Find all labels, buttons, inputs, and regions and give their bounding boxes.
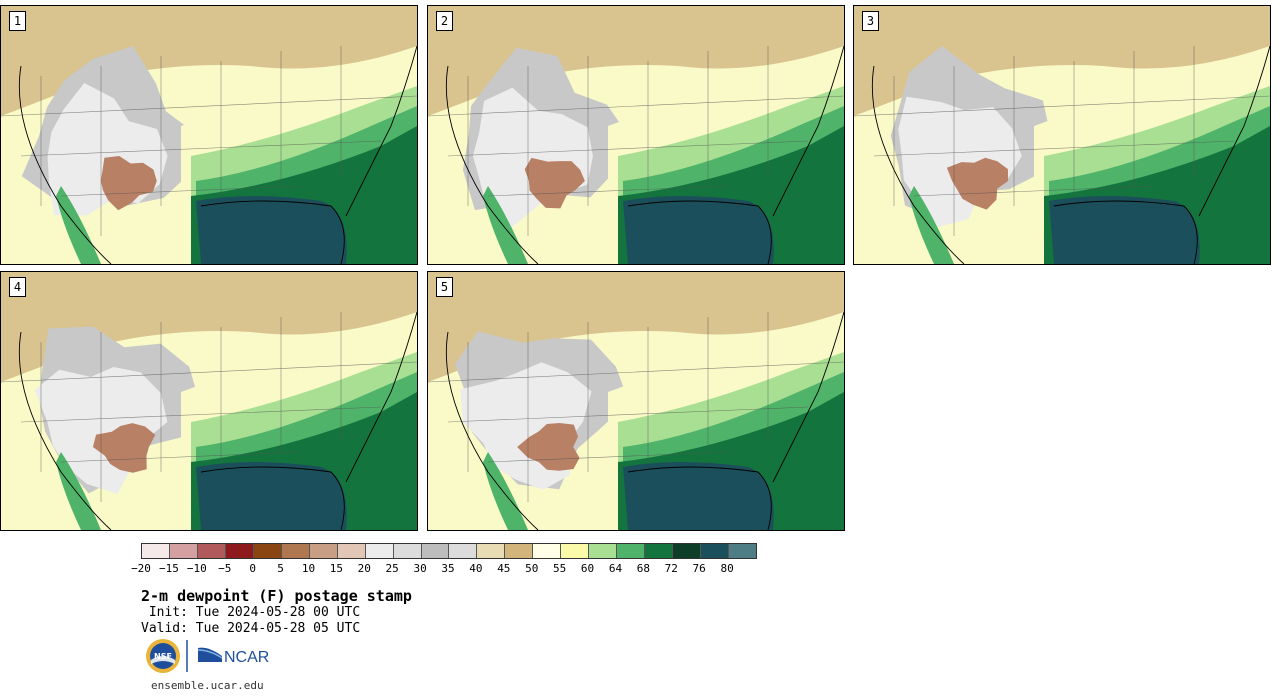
site-url: ensemble.ucar.edu — [151, 679, 264, 692]
colorbar-tick: 30 — [413, 562, 427, 575]
colorbar-swatch — [477, 544, 506, 558]
colorbar-swatch — [701, 544, 730, 558]
colorbar-swatch — [673, 544, 702, 558]
ncar-logo-icon: NCAR — [197, 647, 269, 666]
ncar-logo-text: NCAR — [224, 649, 269, 666]
colorbar-swatch — [729, 544, 756, 558]
colorbar-tick: 64 — [608, 562, 623, 575]
colorbar-tick: 60 — [580, 562, 595, 575]
dewpoint-colorbar — [141, 543, 757, 559]
colorbar-swatch — [337, 544, 366, 558]
colorbar-swatch — [253, 544, 282, 558]
colorbar-tick: −20 — [131, 562, 151, 575]
member-label-4: 4 — [9, 277, 26, 297]
colorbar-swatch — [169, 544, 198, 558]
member-label-2: 2 — [436, 11, 453, 31]
dewpoint-map-2 — [428, 6, 844, 264]
plot-title: 2-m dewpoint (F) postage stamp — [141, 587, 412, 605]
colorbar-tick: 5 — [277, 562, 284, 575]
stamp-panel-1: 1 — [0, 5, 418, 265]
colorbar-tick: 45 — [497, 562, 511, 575]
colorbar-tick: 10 — [301, 562, 316, 575]
colorbar-tick: 15 — [329, 562, 343, 575]
colorbar-tick: 80 — [720, 562, 734, 575]
nsf-logo-icon: NSF — [146, 639, 180, 673]
member-label-5: 5 — [436, 277, 453, 297]
colorbar-swatch — [142, 544, 170, 558]
colorbar-swatch — [589, 544, 618, 558]
member-label-1: 1 — [9, 11, 26, 31]
colorbar-tick: −10 — [186, 562, 207, 575]
colorbar-tick: 50 — [525, 562, 539, 575]
valid-time: Valid: Tue 2024-05-28 05 UTC — [141, 621, 361, 636]
dewpoint-map-3 — [854, 6, 1270, 264]
init-time: Init: Tue 2024-05-28 00 UTC — [141, 605, 361, 620]
colorbar-swatch — [449, 544, 478, 558]
colorbar-tick: 40 — [469, 562, 483, 575]
colorbar-tick: 0 — [249, 562, 256, 575]
colorbar-tick: 68 — [636, 562, 650, 575]
colorbar-swatch — [281, 544, 310, 558]
colorbar-tick: 72 — [664, 562, 678, 575]
colorbar-swatch — [533, 544, 562, 558]
colorbar-swatch — [421, 544, 450, 558]
dewpoint-map-5 — [428, 272, 844, 530]
dewpoint-map-1 — [1, 6, 417, 264]
colorbar-swatch — [645, 544, 674, 558]
colorbar-tick-labels: −20 −15 −10 −5 0 5 10 15 20 25 30 35 40 45 50 55 60 64 68 7… — [131, 562, 757, 576]
logos: NSF NCAR — [146, 639, 269, 673]
colorbar-tick: 76 — [692, 562, 706, 575]
colorbar-swatch — [365, 544, 394, 558]
colorbar-swatch — [197, 544, 226, 558]
colorbar-swatch — [225, 544, 254, 558]
member-label-3: 3 — [862, 11, 879, 31]
dewpoint-map-4 — [1, 272, 417, 530]
colorbar-tick: 55 — [553, 562, 567, 575]
colorbar-swatch — [393, 544, 422, 558]
colorbar-swatch — [617, 544, 646, 558]
stamp-panel-2: 2 — [427, 5, 845, 265]
colorbar-swatch — [505, 544, 534, 558]
colorbar-tick: −5 — [218, 562, 232, 575]
colorbar-tick: 35 — [441, 562, 455, 575]
stamp-panel-5: 5 — [427, 271, 845, 531]
colorbar-swatch — [561, 544, 590, 558]
colorbar-tick: −15 — [158, 562, 179, 575]
colorbar-swatch — [309, 544, 338, 558]
nsf-logo-text: NSF — [154, 652, 172, 661]
stamp-panel-4: 4 — [0, 271, 418, 531]
colorbar-tick: 20 — [357, 562, 371, 575]
stamp-panel-3: 3 — [853, 5, 1271, 265]
colorbar-tick: 25 — [385, 562, 399, 575]
